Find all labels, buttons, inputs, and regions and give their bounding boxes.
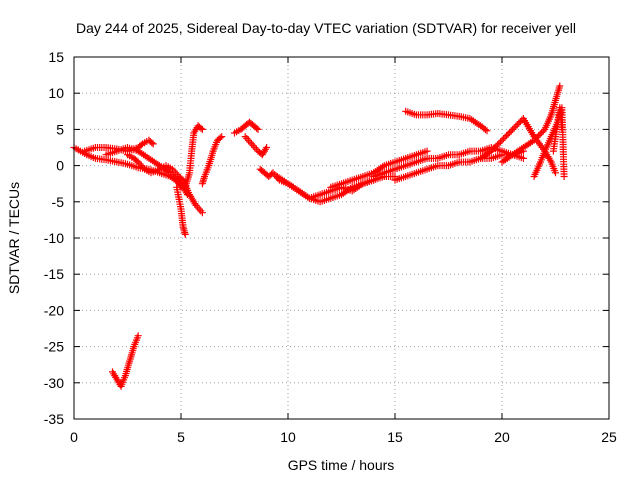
marker-trace [549,104,566,155]
y-tick-label: -15 [44,266,64,282]
x-tick-label: 20 [494,429,510,445]
series-trace-m [327,147,431,191]
y-tick-label: 5 [56,121,64,137]
x-tick-label: 15 [387,429,403,445]
series-trace-j [241,133,271,159]
series-trace-r [498,82,564,166]
series-trace-u [109,332,142,390]
y-tick-label: -30 [44,375,64,391]
y-tick-label: -5 [52,194,65,210]
marker-trace [173,183,189,238]
series-trace-h [198,133,226,188]
series-trace-l [273,173,378,202]
x-tick-label: 0 [70,429,78,445]
tick-marks [73,56,610,420]
grid-lines [74,57,609,419]
marker-trace [241,133,271,159]
chart-title: Day 244 of 2025, Sidereal Day-to-day VTE… [76,20,576,36]
data-markers [70,82,568,390]
series-trace-t [549,104,566,155]
x-tick-label: 5 [177,429,185,445]
marker-trace [109,332,142,390]
y-tick-label: 0 [56,158,64,174]
y-tick-label: -35 [44,411,64,427]
x-tick-labels: 0 5 10 15 20 25 [70,429,617,445]
y-axis-label: SDTVAR / TECUs [6,182,22,294]
marker-trace [198,133,226,188]
y-tick-label: -25 [44,339,64,355]
y-tick-label: 15 [48,49,64,65]
series-trace-e [134,136,157,151]
marker-trace [402,107,491,135]
x-tick-label: 10 [280,429,296,445]
x-tick-label: 25 [601,429,617,445]
marker-trace [327,147,431,191]
series-trace-g [181,122,206,191]
y-tick-label: -10 [44,230,64,246]
y-tick-label: 10 [48,85,64,101]
marker-trace [273,173,378,202]
marker-trace [181,122,206,191]
marker-trace [498,82,564,166]
series-trace-i [231,118,262,137]
series-trace-f [173,183,189,238]
marker-trace [231,118,262,137]
y-tick-labels: -35 -30 -25 -20 -15 -10 -5 0 5 10 15 [44,49,64,427]
x-axis-label: GPS time / hours [288,457,395,473]
series-trace-p [402,107,491,135]
marker-trace [134,136,157,151]
y-tick-label: -20 [44,302,64,318]
